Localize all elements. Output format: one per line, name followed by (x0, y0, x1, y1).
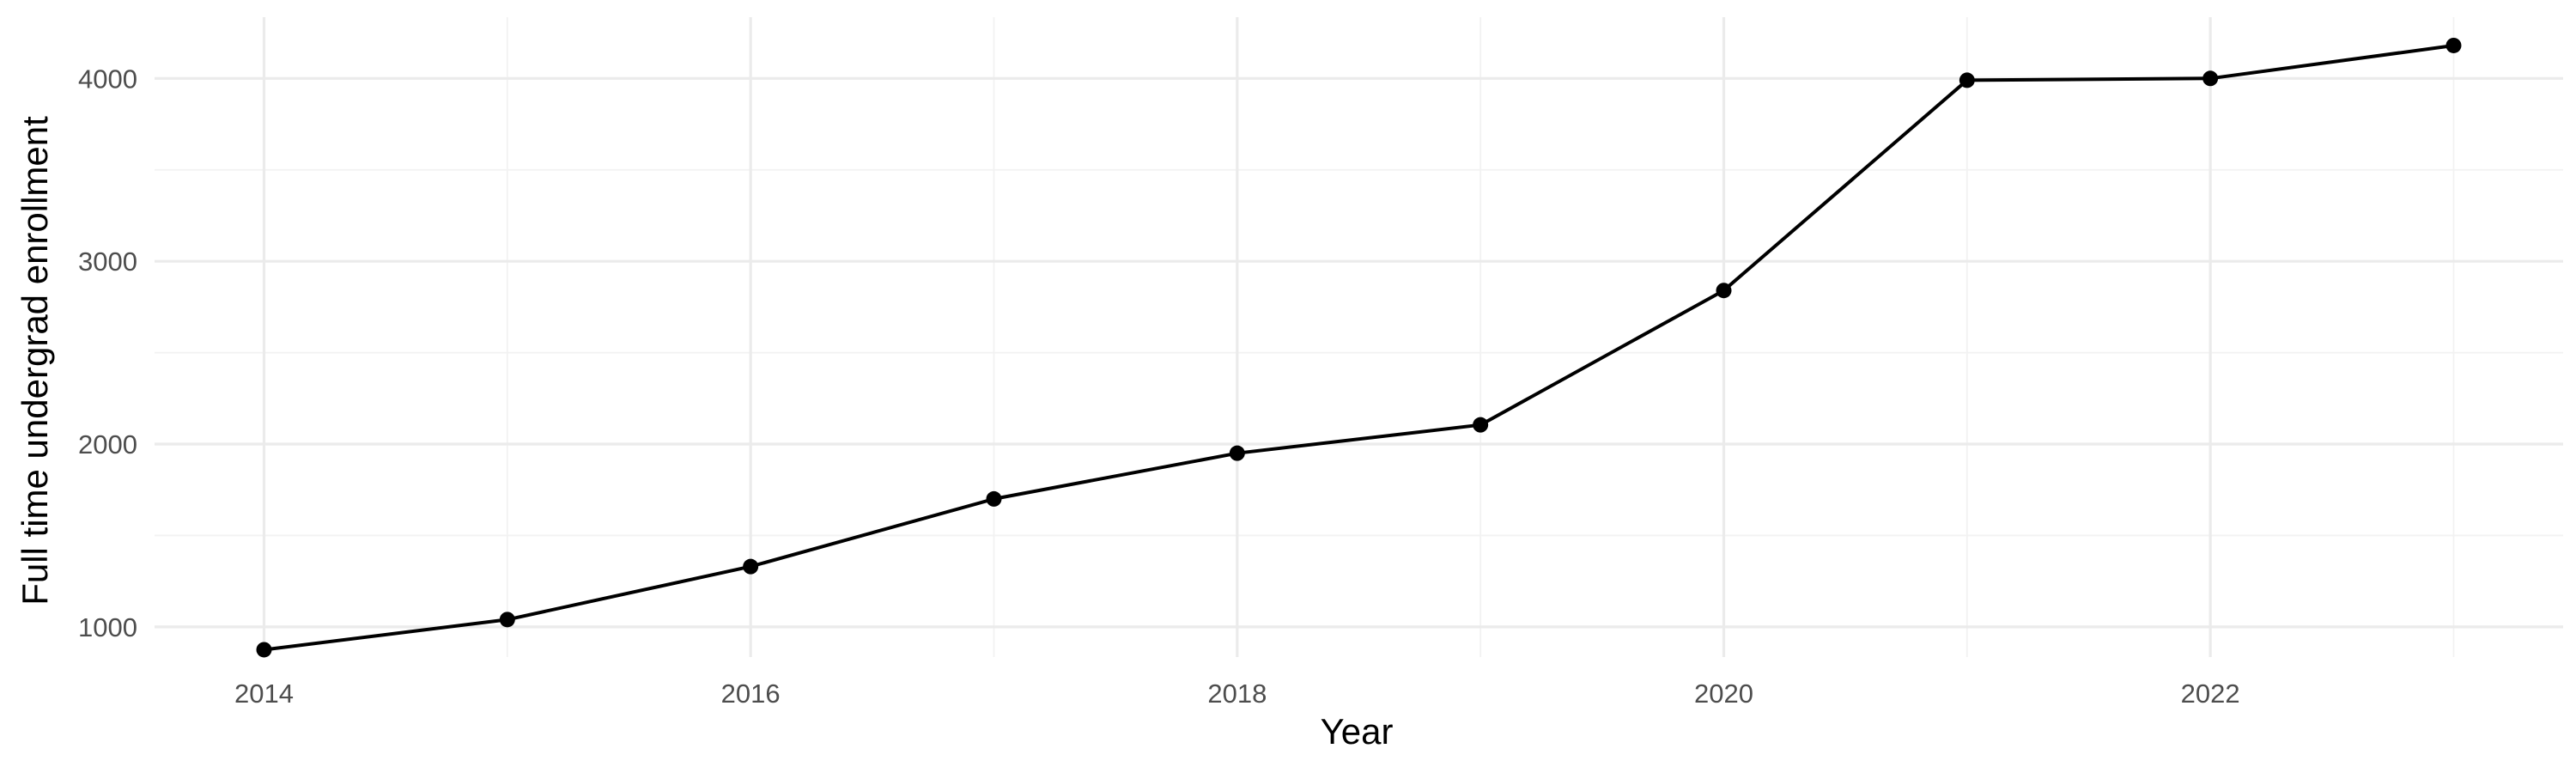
data-point (499, 612, 515, 628)
data-point (2445, 37, 2462, 53)
y-tick-label: 4000 (78, 64, 137, 94)
grid-major-lines (155, 17, 2563, 657)
data-point (743, 558, 759, 575)
data-point (2202, 70, 2219, 87)
grid-minor-lines (155, 17, 2563, 657)
x-tick-label: 2020 (1694, 679, 1753, 709)
y-tick-labels: 1000 2000 3000 4000 (78, 64, 137, 642)
series-layer (256, 37, 2462, 658)
x-tick-label: 2018 (1207, 679, 1267, 709)
data-point (1473, 417, 1489, 433)
data-point (1716, 283, 1732, 299)
data-point (1959, 72, 1975, 88)
y-tick-label: 2000 (78, 429, 137, 460)
y-tick-label: 3000 (78, 247, 137, 277)
series-line (264, 44, 2454, 652)
data-point (256, 642, 272, 658)
y-tick-label: 1000 (78, 612, 137, 642)
x-tick-label: 2016 (721, 679, 781, 709)
x-tick-label: 2014 (234, 679, 294, 709)
x-axis-title: Year (1321, 711, 1394, 752)
y-axis-title: Full time undergrad enrollment (15, 116, 55, 606)
data-point (986, 490, 1002, 507)
x-tick-label: 2022 (2181, 679, 2240, 709)
x-tick-labels: 2014 2016 2018 2020 2022 (234, 679, 2240, 709)
data-point (1229, 445, 1245, 461)
